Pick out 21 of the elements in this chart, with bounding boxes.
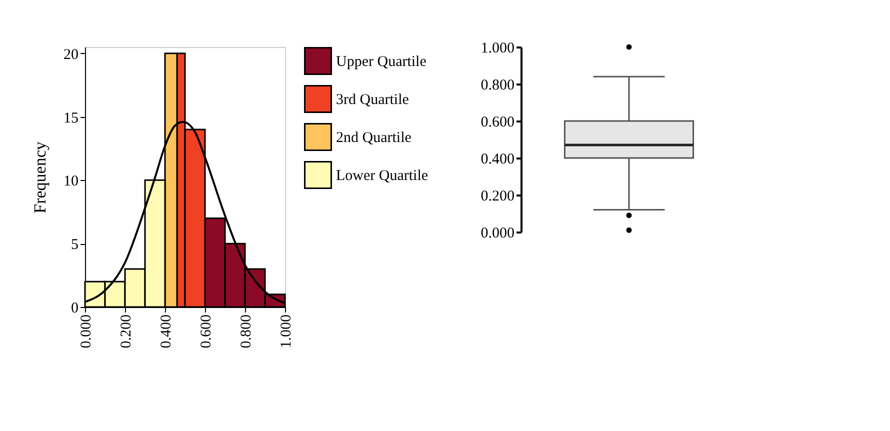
x-tick-label: 1.000 xyxy=(278,314,294,348)
y-tick-label: 5 xyxy=(71,237,78,254)
y-tick-label: 0.800 xyxy=(480,78,514,94)
y-tick-label: 15 xyxy=(64,110,78,126)
y-axis-title: Frequency xyxy=(30,141,50,214)
x-tick-label: 0.600 xyxy=(198,314,214,348)
x-tick-label: 0.400 xyxy=(158,314,174,348)
legend-label: 2nd Quartile xyxy=(336,130,412,146)
y-tick-label: 20 xyxy=(64,46,78,63)
y-tick-label: 0.000 xyxy=(480,226,514,242)
y-tick-label: 10 xyxy=(64,174,78,190)
y-tick-label: 0.400 xyxy=(480,152,514,168)
y-tick-label: 1.000 xyxy=(480,40,514,56)
legend-label: Lower Quartile xyxy=(336,168,428,184)
y-tick-label: 0 xyxy=(71,300,78,316)
x-tick-label: 0.800 xyxy=(238,314,254,348)
legend-label: Upper Quartile xyxy=(336,54,427,70)
x-tick-label: 0.200 xyxy=(118,314,134,348)
legend-label: 3rd Quartile xyxy=(336,92,410,108)
y-tick-label: 0.200 xyxy=(480,188,514,204)
y-tick-label: 0.600 xyxy=(480,114,514,130)
